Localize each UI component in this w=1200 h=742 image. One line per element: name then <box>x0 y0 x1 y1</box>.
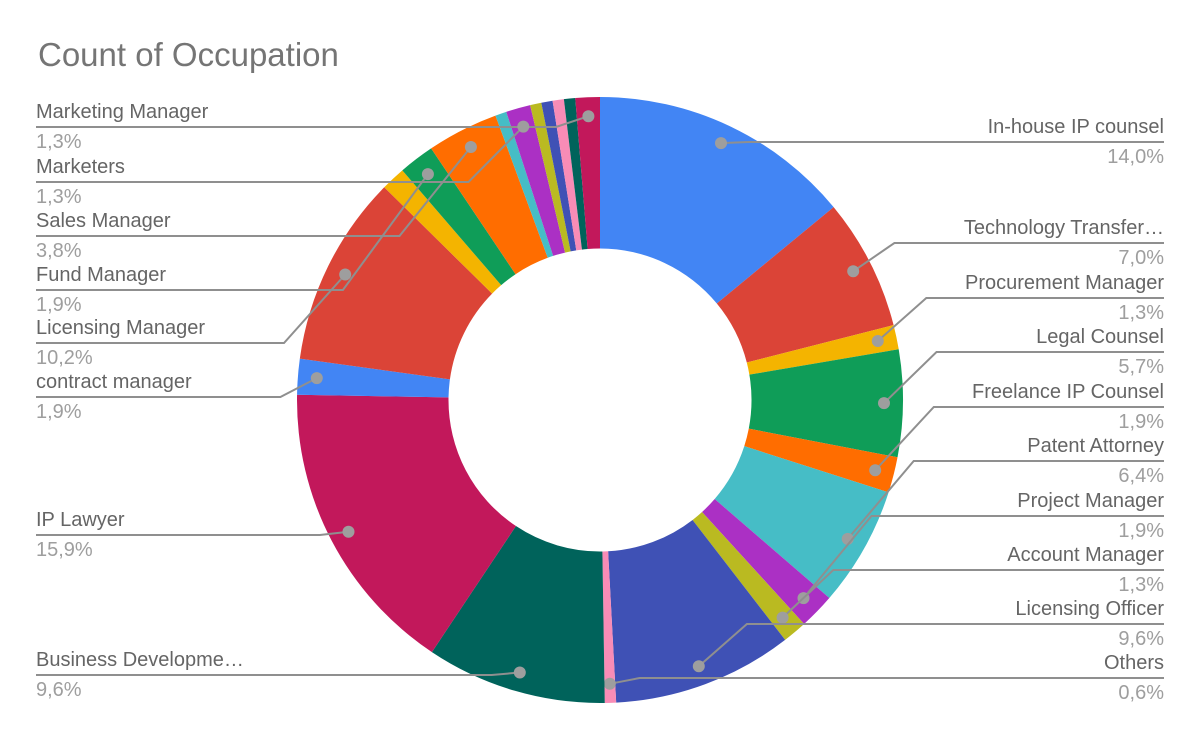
slice-label: Licensing Manager <box>36 317 205 339</box>
slice-percent: 1,9% <box>36 294 82 316</box>
slice-percent: 7,0% <box>1118 247 1164 269</box>
pie-slice-slice-21[interactable] <box>552 99 582 251</box>
pie-slice-slice-22[interactable] <box>563 98 588 250</box>
slice-percent: 10,2% <box>36 347 93 369</box>
pie-slice-marketing-manager[interactable] <box>575 97 600 250</box>
pie-slice-slice-19[interactable] <box>530 102 571 253</box>
label-leader-line <box>36 115 589 128</box>
label-anchor-dot <box>776 611 789 624</box>
label-leader-line <box>36 530 349 536</box>
pie-slice-in-house-ip-counsel[interactable] <box>600 97 834 304</box>
label-leader-line <box>720 141 1164 145</box>
label-anchor-dot <box>878 397 890 410</box>
pie-slice-slice-17[interactable] <box>495 111 554 258</box>
label-anchor-dot <box>464 141 477 153</box>
slice-label: Account Manager <box>1007 544 1164 566</box>
pie-slice-contract-manager[interactable] <box>297 358 450 398</box>
label-anchor-dot <box>421 168 434 181</box>
label-anchor-dot <box>339 268 352 281</box>
slice-percent: 1,3% <box>36 186 82 208</box>
slice-label: Others <box>1103 652 1164 674</box>
pie-slice-sales-manager[interactable] <box>431 115 548 275</box>
pie-slice-business-developme[interactable] <box>431 526 605 703</box>
label-leader-line <box>36 173 429 291</box>
label-leader-line <box>36 273 346 344</box>
slice-label: In-house IP counsel <box>987 116 1164 138</box>
pie-slice-legal-counsel[interactable] <box>748 349 903 458</box>
label-leader-line <box>877 297 1164 342</box>
label-leader-line <box>36 146 472 237</box>
label-anchor-dot <box>715 137 727 150</box>
slice-label: contract manager <box>36 371 192 393</box>
slice-percent: 14,0% <box>1107 146 1164 168</box>
label-leader-line <box>846 460 1164 540</box>
slice-label: IP Lawyer <box>36 509 125 531</box>
label-anchor-dot <box>342 525 355 538</box>
slice-percent: 3,8% <box>36 240 82 262</box>
label-anchor-dot <box>310 372 323 385</box>
label-anchor-dot <box>692 660 705 673</box>
label-leader-line <box>852 242 1164 273</box>
label-anchor-dot <box>869 464 882 477</box>
label-anchor-dot <box>603 677 616 690</box>
slice-percent: 15,9% <box>36 539 93 561</box>
slice-label: Project Manager <box>1017 490 1164 512</box>
slice-percent: 5,7% <box>1118 356 1164 378</box>
chart-title: Count of Occupation <box>38 36 339 73</box>
label-leader-line <box>874 406 1164 471</box>
label-leader-line <box>609 677 1164 685</box>
slice-percent: 1,9% <box>1118 411 1164 433</box>
slice-label: Patent Attorney <box>1027 435 1164 457</box>
pie-slice-procurement-manager[interactable] <box>746 325 899 375</box>
pie-slice-project-manager[interactable] <box>702 499 830 624</box>
pie-slice-patent-attorney[interactable] <box>714 446 889 599</box>
slice-percent: 6,4% <box>1118 465 1164 487</box>
label-leader-line <box>698 623 1164 668</box>
slice-percent: 1,9% <box>36 401 82 423</box>
pie-slice-slice-14[interactable] <box>384 170 502 294</box>
slice-label: Licensing Officer <box>1015 598 1164 620</box>
slice-label: Procurement Manager <box>965 272 1164 294</box>
slice-label: Sales Manager <box>36 210 171 232</box>
label-leader-line <box>883 351 1164 404</box>
slice-percent: 1,3% <box>36 131 82 153</box>
pie-slice-freelance-ip-counsel[interactable] <box>744 428 898 493</box>
slice-label: Fund Manager <box>36 264 167 286</box>
slice-percent: 9,6% <box>1118 628 1164 650</box>
slice-percent: 1,3% <box>1118 574 1164 596</box>
pie-slice-slice-20[interactable] <box>541 100 577 252</box>
label-anchor-dot <box>582 110 595 123</box>
label-anchor-dot <box>871 335 884 347</box>
label-anchor-dot <box>517 120 530 133</box>
label-leader-line <box>36 125 525 183</box>
pie-slice-technology-transfer[interactable] <box>716 207 894 363</box>
pie-slice-ip-lawyer[interactable] <box>297 394 516 653</box>
pie-slice-marketers[interactable] <box>506 105 566 256</box>
slice-label: Marketing Manager <box>36 101 209 123</box>
pie-slice-others[interactable] <box>602 551 617 703</box>
slice-label: Freelance IP Counsel <box>972 381 1164 403</box>
slice-percent: 1,9% <box>1118 520 1164 542</box>
slice-label: Technology Transfer… <box>963 217 1164 239</box>
slice-percent: 1,3% <box>1118 302 1164 324</box>
label-leader-line <box>36 671 520 676</box>
pie-slice-account-manager[interactable] <box>692 511 805 640</box>
label-leader-line <box>36 377 318 398</box>
slice-percent: 9,6% <box>36 679 82 701</box>
label-anchor-dot <box>513 666 526 679</box>
slice-percent: 0,6% <box>1118 682 1164 704</box>
label-leader-line <box>781 569 1164 619</box>
slice-label: Marketers <box>36 156 125 178</box>
slice-label: Business Developme… <box>36 649 244 671</box>
pie-slice-licensing-officer[interactable] <box>608 519 786 703</box>
slice-label: Legal Counsel <box>1036 326 1164 348</box>
label-anchor-dot <box>847 265 860 278</box>
label-leader-line <box>802 515 1164 599</box>
